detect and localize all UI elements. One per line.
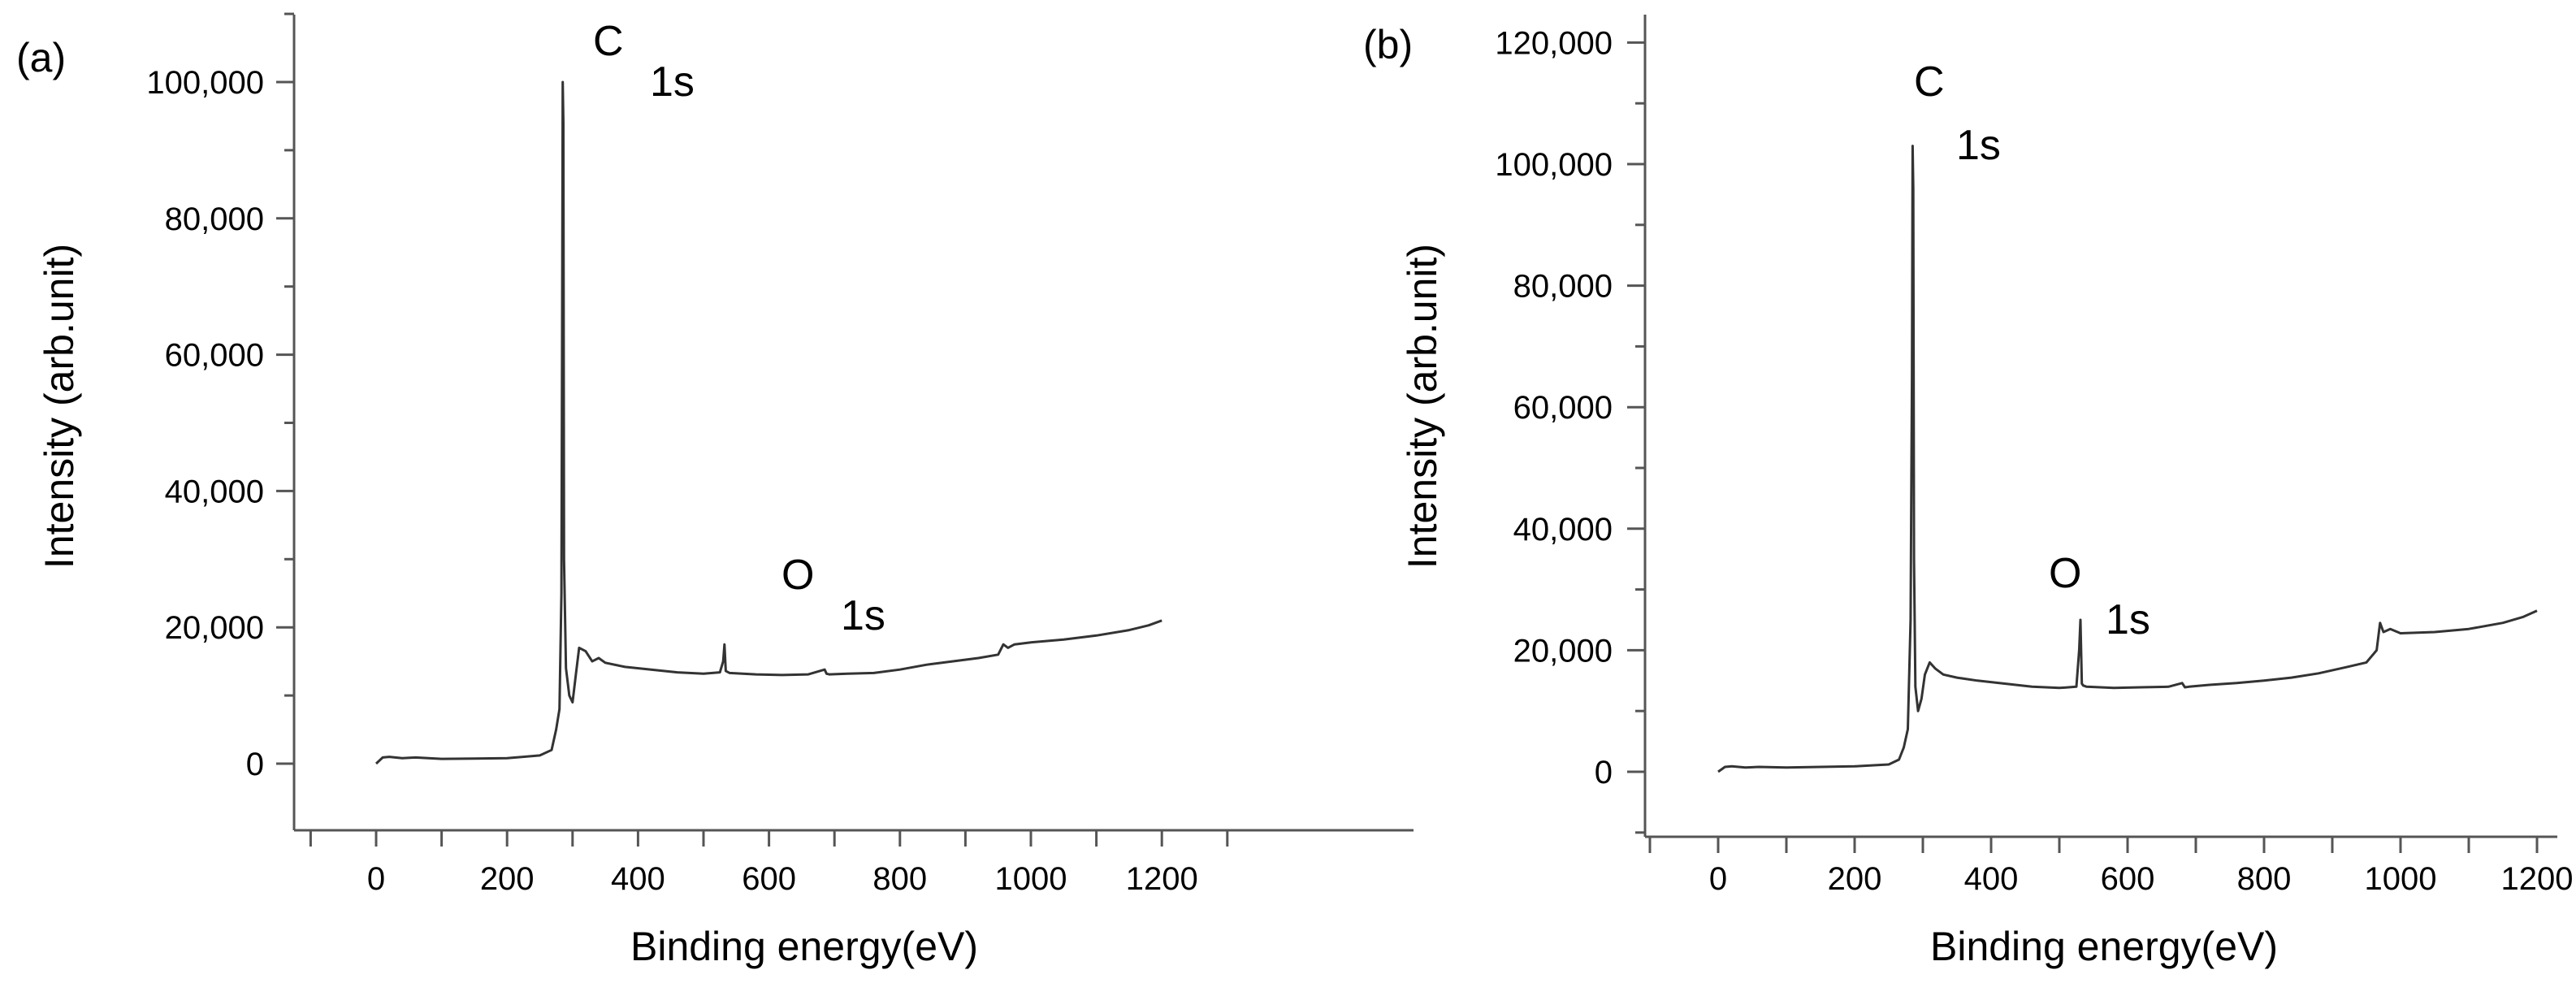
y-tick-label: 0 [1595,755,1613,790]
y-axis-label: Intensity (arb.unit) [1400,244,1445,569]
y-tick-label: 100,000 [146,65,264,101]
panel-label: (a) [16,35,66,80]
peak-label-element: C [593,18,624,65]
panel-label: (b) [1363,22,1413,67]
x-tick-label: 800 [872,861,927,897]
peak-label-orbital: 1s [1956,122,2001,169]
x-tick-label: 600 [2101,861,2155,897]
y-tick-label: 40,000 [165,474,264,509]
peak-label-element: O [781,552,814,599]
x-tick-label: 200 [480,861,535,897]
x-tick-label: 1000 [2365,861,2437,897]
x-tick-label: 1200 [2501,861,2574,897]
x-tick-label: 0 [367,861,385,897]
peak-label-orbital: 1s [2106,596,2150,643]
x-tick-label: 0 [1709,861,1727,897]
y-tick-label: 60,000 [1513,390,1613,426]
x-tick-label: 1200 [1126,861,1198,897]
y-axis-label: Intensity (arb.unit) [37,244,82,569]
y-tick-label: 80,000 [1513,269,1613,305]
y-tick-label: 40,000 [1513,512,1613,548]
x-tick-label: 200 [1828,861,1882,897]
x-tick-label: 1000 [995,861,1067,897]
y-tick-label: 20,000 [1513,633,1613,669]
peak-label-element: C [1914,58,1945,106]
chart-panel-a: 0 20,000 40,000 60,000 80,000 100,000 0 200 400 6… [16,12,1414,969]
y-tick-label: 0 [246,747,264,782]
y-tick-label: 80,000 [165,201,264,237]
x-tick-label: 800 [2237,861,2292,897]
spectrum-line [374,80,1162,765]
peak-label-orbital: 1s [650,58,695,106]
x-tick-label: 400 [611,861,665,897]
x-tick-label: 400 [1964,861,2019,897]
chart-panel-b: 0 20,000 40,000 60,000 80,000 100,000 120,000 0… [1363,15,2573,969]
y-tick-label: 100,000 [1495,147,1613,183]
peak-label-orbital: 1s [841,592,885,639]
y-tick-label: 20,000 [165,610,264,646]
x-tick-label: 600 [742,861,796,897]
y-tick-label: 120,000 [1495,25,1613,61]
y-tick-label: 60,000 [165,338,264,374]
peak-label-element: O [2049,550,2081,597]
x-axis-label: Binding energy(eV) [630,924,978,969]
x-axis-label: Binding energy(eV) [1930,924,2278,969]
spectrum-line [1717,145,2538,773]
